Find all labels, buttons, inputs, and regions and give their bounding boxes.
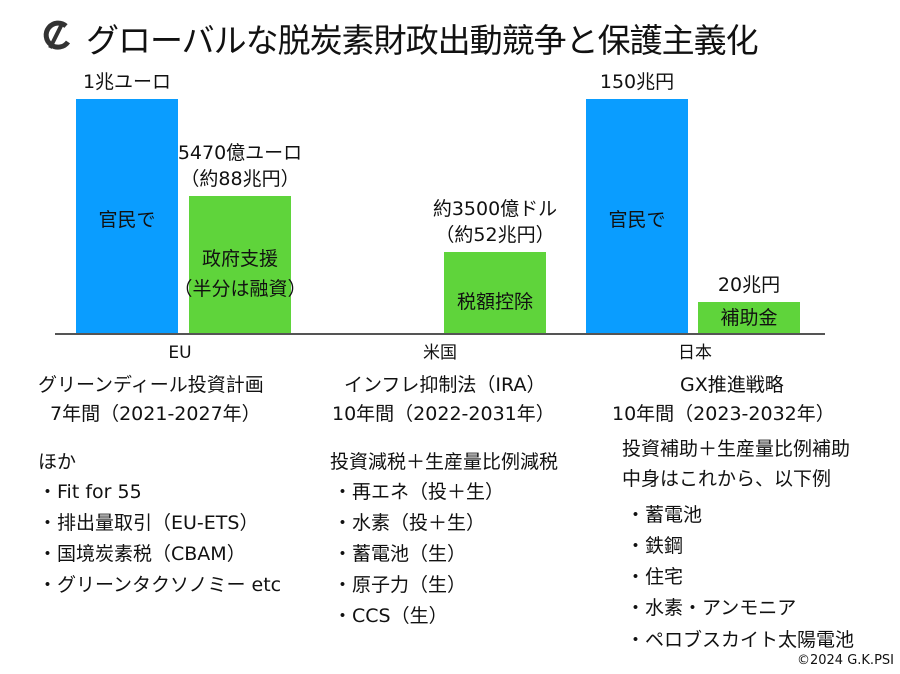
bar-inner-label: 官民で: [608, 209, 666, 231]
us-item: ・蓄電池（生）: [333, 543, 467, 565]
us-item: ・水素（投＋生）: [333, 512, 486, 534]
jp-item: ・ペロブスカイト太陽電池: [626, 629, 855, 651]
eu-item: ・グリーンタクソノミー etc: [38, 574, 282, 596]
us-item: ・原子力（生）: [333, 574, 467, 596]
bar-inner-label: 税額控除: [456, 291, 533, 314]
us-line: 投資減税＋生産量比例減税: [330, 451, 559, 473]
psi-logo-icon: [43, 20, 71, 50]
chart-baseline: [55, 333, 825, 335]
bar-inner-label: 官民で: [98, 209, 156, 231]
jp-line: GX推進戦略: [680, 374, 784, 396]
jp-item: ・蓄電池: [626, 504, 703, 526]
jp-line: 中身はこれから、以下例: [622, 468, 832, 490]
bar-日本-4: [698, 301, 800, 333]
bar-EU-1: [189, 195, 291, 333]
bar-米国-2: [444, 251, 546, 333]
jp-item: ・鉄鋼: [626, 535, 684, 557]
jp-line: 10年間（2023-2032年）: [612, 403, 835, 425]
bar-value-label: 20兆円: [717, 273, 781, 296]
eu-item: ・排出量取引（EU-ETS）: [38, 512, 259, 534]
bar-value-label: 150兆円: [599, 71, 675, 93]
eu-line: グリーンディール投資計画: [38, 374, 264, 396]
eu-item: ・Fit for 55: [38, 481, 142, 503]
us-item: ・再エネ（投＋生）: [333, 481, 505, 503]
bar-value-label: 5470億ユーロ （約88兆円）: [177, 141, 303, 190]
eu-line: ほか: [38, 451, 77, 473]
bar-inner-label: 政府支援 （半分は融資）: [173, 248, 307, 301]
bar-inner-label: 補助金: [720, 306, 778, 329]
jp-item: ・住宅: [626, 566, 684, 588]
jp-line: 投資補助＋生産量比例補助: [622, 438, 851, 460]
bar-EU-0: [76, 99, 178, 333]
bar-日本-3: [586, 99, 688, 333]
eu-item: ・国境炭素税（CBAM）: [38, 543, 246, 565]
eu-line: 7年間（2021-2027年）: [50, 403, 261, 425]
copyright: ©2024 G.K.PSI: [796, 653, 894, 668]
us-line: 10年間（2022-2031年）: [332, 403, 555, 425]
us-item: ・CCS（生）: [333, 605, 448, 627]
category-label: 日本: [678, 343, 712, 363]
category-label: EU: [168, 343, 192, 363]
bar-value-label: 約3500億ドル （約52兆円）: [432, 197, 558, 246]
bar-value-label: 1兆ユーロ: [82, 71, 172, 93]
us-line: インフレ抑制法（IRA）: [344, 374, 546, 396]
slide-title: グローバルな脱炭素財政出動競争と保護主義化: [86, 21, 759, 60]
jp-item: ・水素・アンモニア: [626, 597, 797, 619]
category-label: 米国: [423, 343, 457, 363]
